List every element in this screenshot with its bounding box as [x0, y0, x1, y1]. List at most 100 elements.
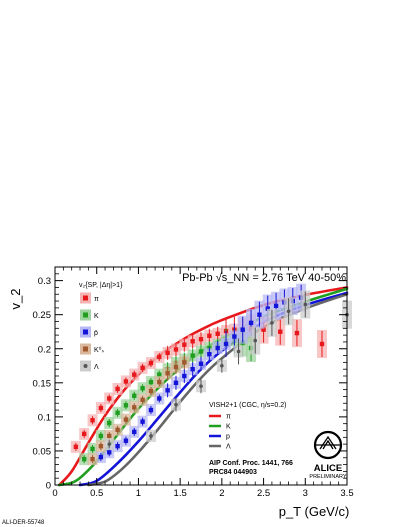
alice-logo: ALICE PRELIMINARY	[309, 430, 347, 480]
data-point	[148, 360, 154, 366]
data-point	[90, 418, 95, 423]
data-point	[98, 433, 104, 439]
x-tick-label: 1.5	[174, 488, 187, 499]
model-legend-item: K	[209, 424, 231, 431]
data-point	[132, 372, 137, 377]
model-legend-header: VISH2+1 (CGC, η/s=0.2)	[209, 402, 286, 409]
data-legend-header: v₂{SP, |Δη|>1}	[79, 282, 123, 289]
data-point	[265, 306, 270, 311]
x-tick-label: 0.5	[90, 488, 103, 499]
data-point	[123, 438, 129, 443]
data-legend-item: Λ	[80, 360, 99, 372]
y-tick-label: 0.05	[33, 446, 52, 457]
data-point	[157, 396, 162, 401]
data-point	[115, 427, 120, 433]
data-legend-item: p̄	[80, 326, 98, 338]
x-tick-label: 3	[303, 488, 308, 499]
data-point	[270, 321, 274, 325]
data-point	[82, 456, 87, 462]
data-point	[220, 363, 224, 368]
data-point	[115, 386, 120, 392]
data-point	[199, 384, 203, 389]
legend-marker	[83, 346, 88, 352]
data-legend-item: K⁰ₛ	[80, 343, 104, 355]
data-point	[198, 361, 204, 366]
data-legend-label: Λ	[94, 364, 99, 371]
x-tick-label: 0	[52, 488, 57, 499]
data-point	[132, 429, 137, 435]
model-legend-item: π	[209, 414, 231, 421]
alice-logo-subtext: PRELIMINARY	[309, 474, 347, 480]
data-point	[165, 350, 170, 356]
data-point	[232, 334, 237, 339]
data-point	[190, 366, 195, 372]
legend-marker	[83, 329, 88, 335]
data-point	[286, 309, 291, 314]
axis-ticks: 0 0.5 1 1.5 2 2.5 3 3.5 0 0.05 0.1 0.15 0.2 0.25 0.3	[33, 267, 354, 499]
y-tick-label: 0.25	[33, 310, 52, 321]
data-point	[90, 446, 95, 452]
data-legend-label: π	[94, 296, 99, 303]
data-point	[140, 397, 145, 403]
data-point	[107, 433, 112, 439]
data-point	[157, 354, 162, 360]
data-point	[273, 303, 279, 309]
data-point	[98, 454, 104, 460]
data-point	[140, 386, 145, 391]
data-point	[261, 327, 266, 332]
data-point	[294, 330, 300, 336]
data-legend-item: K	[80, 309, 99, 321]
data-point	[73, 444, 79, 450]
data-point	[182, 360, 187, 365]
model-legend-label: p	[226, 434, 230, 441]
y-axis-label: v_2	[8, 289, 23, 310]
data-point	[173, 380, 179, 386]
data-point	[257, 312, 262, 317]
alice-logo-text: ALICE	[314, 463, 343, 474]
data-point	[132, 405, 137, 410]
data-point	[132, 393, 137, 398]
model-legend-label: π	[226, 414, 231, 421]
data-point	[140, 419, 145, 424]
data-point	[148, 407, 154, 413]
data-point	[190, 353, 195, 358]
data-point	[98, 405, 104, 411]
data-point	[173, 364, 179, 370]
reference-line-1: AIP Conf. Proc. 1441, 766	[209, 460, 293, 467]
data-point	[278, 329, 283, 334]
data-point	[157, 372, 162, 377]
legend-marker	[83, 364, 88, 368]
model-legend-label: Λ	[226, 444, 231, 451]
data-point	[165, 371, 170, 376]
data-point	[115, 410, 120, 415]
y-tick-label: 0.3	[38, 276, 51, 287]
legend-marker	[83, 295, 88, 301]
data-legend-label: p̄	[94, 330, 98, 337]
data-point	[165, 388, 170, 393]
data-legend-item: π	[80, 292, 99, 304]
data-point	[173, 347, 179, 352]
data-point	[157, 379, 162, 385]
x-tick-label: 1	[136, 488, 141, 499]
y-tick-label: 0.15	[33, 378, 52, 389]
data-point	[198, 349, 204, 354]
data-point	[107, 442, 112, 446]
data-point	[182, 373, 187, 379]
data-legend-label: K	[94, 313, 99, 320]
x-tick-label: 2	[219, 488, 224, 499]
data-point	[303, 302, 308, 307]
data-point	[107, 420, 112, 426]
data-point	[123, 403, 129, 408]
alice-logo-emblem-detail-icon	[315, 435, 341, 450]
data-point	[107, 450, 112, 455]
data-point	[253, 338, 258, 343]
reference-line-2: PRC84 044903	[209, 469, 257, 476]
data-point	[82, 431, 87, 437]
data-point	[107, 396, 112, 401]
data-point	[174, 402, 178, 407]
model-legend-item: p	[209, 434, 230, 441]
model-legend-item: Λ	[209, 444, 231, 451]
data-points-layer	[70, 283, 352, 466]
